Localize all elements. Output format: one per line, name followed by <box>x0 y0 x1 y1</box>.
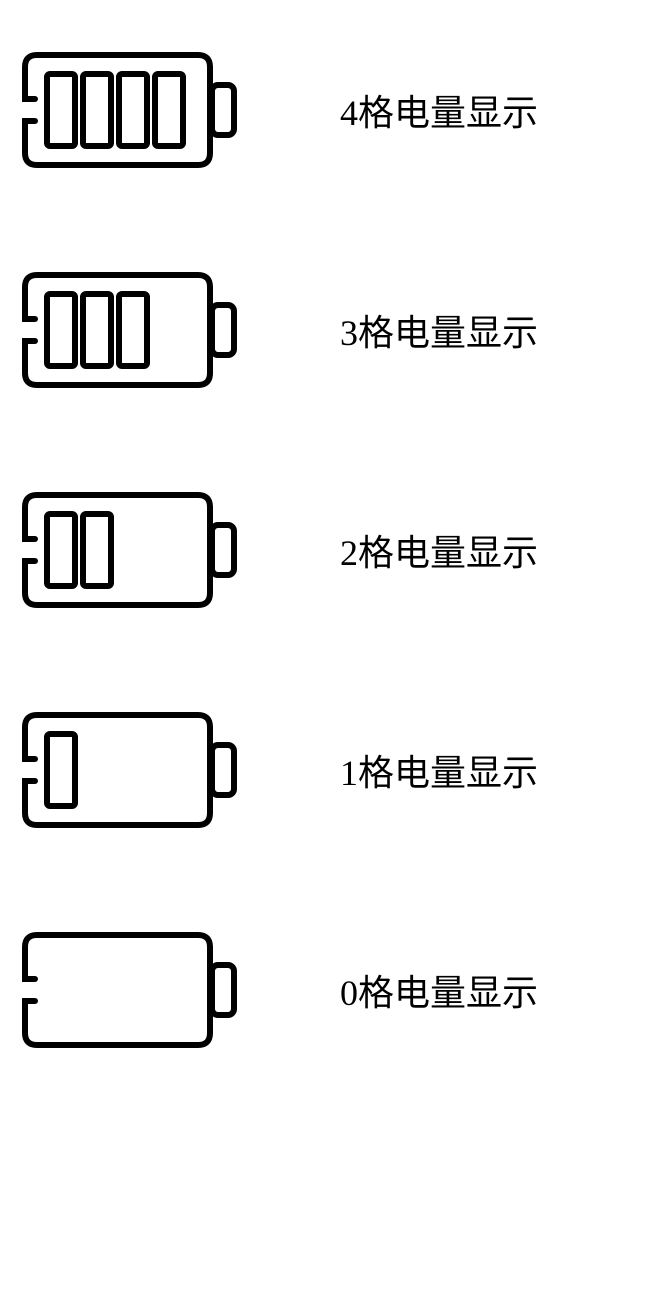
battery-icon-2-bars <box>20 490 300 610</box>
battery-icon-1-bars <box>20 710 300 830</box>
battery-row-0: 0格电量显示 <box>20 920 638 1060</box>
battery-label: 3格电量显示 <box>340 304 538 356</box>
battery-icon-3-bars <box>20 270 300 390</box>
battery-label: 0格电量显示 <box>340 964 538 1016</box>
battery-label: 1格电量显示 <box>340 744 538 796</box>
battery-row-1: 1格电量显示 <box>20 700 638 840</box>
battery-row-4: 4格电量显示 <box>20 40 638 180</box>
battery-icon-4-bars <box>20 50 300 170</box>
battery-row-2: 2格电量显示 <box>20 480 638 620</box>
battery-row-3: 3格电量显示 <box>20 260 638 400</box>
battery-label: 2格电量显示 <box>340 524 538 576</box>
battery-label: 4格电量显示 <box>340 84 538 136</box>
battery-icon-0-bars <box>20 930 300 1050</box>
battery-level-diagram: 4格电量显示 3格电量显示 2格电量显示 1格电量显示 0格电量显示 <box>20 40 638 1060</box>
